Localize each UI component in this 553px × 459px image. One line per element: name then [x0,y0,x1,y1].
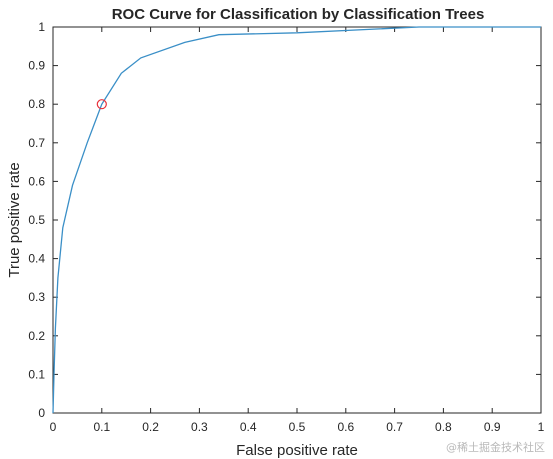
roc-curve-line [52,26,541,414]
y-tick-label: 0.1 [28,367,45,381]
axis-ticks [52,26,542,414]
y-tick-label: 0.2 [28,329,45,343]
x-tick-label: 1 [538,420,545,434]
x-axis-label: False positive rate [236,442,358,459]
y-tick-label: 0.4 [28,252,45,266]
x-tick-label: 0.4 [240,420,257,434]
y-tick-label: 1 [38,20,45,34]
operating-point-marker [96,99,107,110]
watermark: @稀土掘金技术社区 [446,441,545,454]
x-tick-label: 0.1 [93,420,110,434]
x-tick-label: 0.2 [142,420,159,434]
y-tick-label: 0 [38,406,45,420]
x-tick-label: 0.5 [289,420,306,434]
y-tick-label: 0.5 [28,213,45,227]
x-tick-label: 0.9 [484,420,501,434]
axis-tick-labels: 0 0.1 0.2 0.3 0.4 0.5 0.6 0.7 0.8 0.9 1 0 0.1 0.2 0.3 0… [28,20,544,434]
series-layer [52,26,541,414]
x-tick-label: 0.3 [191,420,208,434]
y-tick-label: 0.6 [28,174,45,188]
y-tick-label: 0.8 [28,97,45,111]
plot-area [52,26,542,414]
x-tick-label: 0.6 [337,420,354,434]
y-axis-label: True positive rate [6,162,23,277]
chart-title: ROC Curve for Classification by Classifi… [112,6,485,23]
y-tick-label: 0.9 [28,59,45,73]
y-tick-label: 0.7 [28,136,45,150]
x-tick-label: 0.8 [435,420,452,434]
annotation-layer [96,99,107,110]
y-tick-label: 0.3 [28,290,45,304]
x-tick-label: 0 [50,420,57,434]
x-tick-label: 0.7 [386,420,403,434]
